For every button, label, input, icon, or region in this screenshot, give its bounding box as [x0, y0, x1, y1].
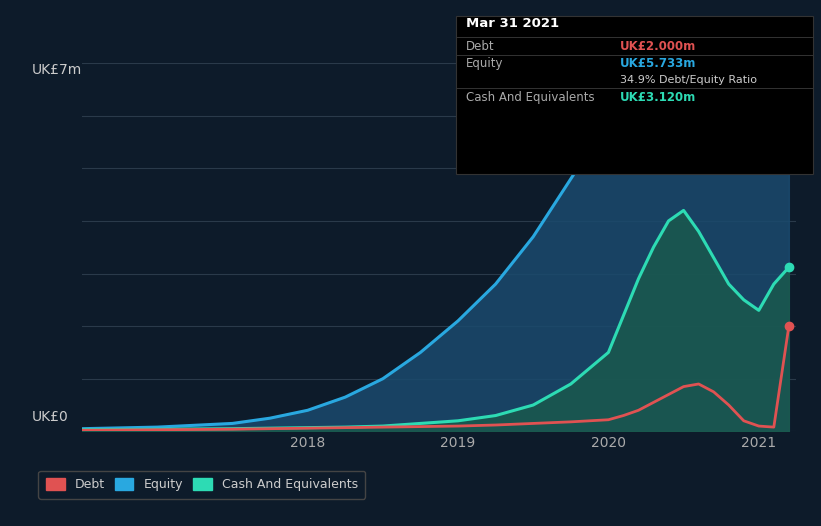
- Text: 34.9% Debt/Equity Ratio: 34.9% Debt/Equity Ratio: [620, 75, 757, 85]
- Legend: Debt, Equity, Cash And Equivalents: Debt, Equity, Cash And Equivalents: [39, 471, 365, 499]
- Text: Debt: Debt: [466, 40, 494, 53]
- Text: Cash And Equivalents: Cash And Equivalents: [466, 91, 594, 104]
- Text: UK£7m: UK£7m: [32, 63, 82, 77]
- Text: UK£5.733m: UK£5.733m: [620, 57, 696, 70]
- Text: Equity: Equity: [466, 57, 503, 70]
- Text: UK£0: UK£0: [32, 410, 69, 424]
- Text: Mar 31 2021: Mar 31 2021: [466, 17, 558, 31]
- Text: UK£2.000m: UK£2.000m: [620, 40, 696, 53]
- Text: UK£3.120m: UK£3.120m: [620, 91, 696, 104]
